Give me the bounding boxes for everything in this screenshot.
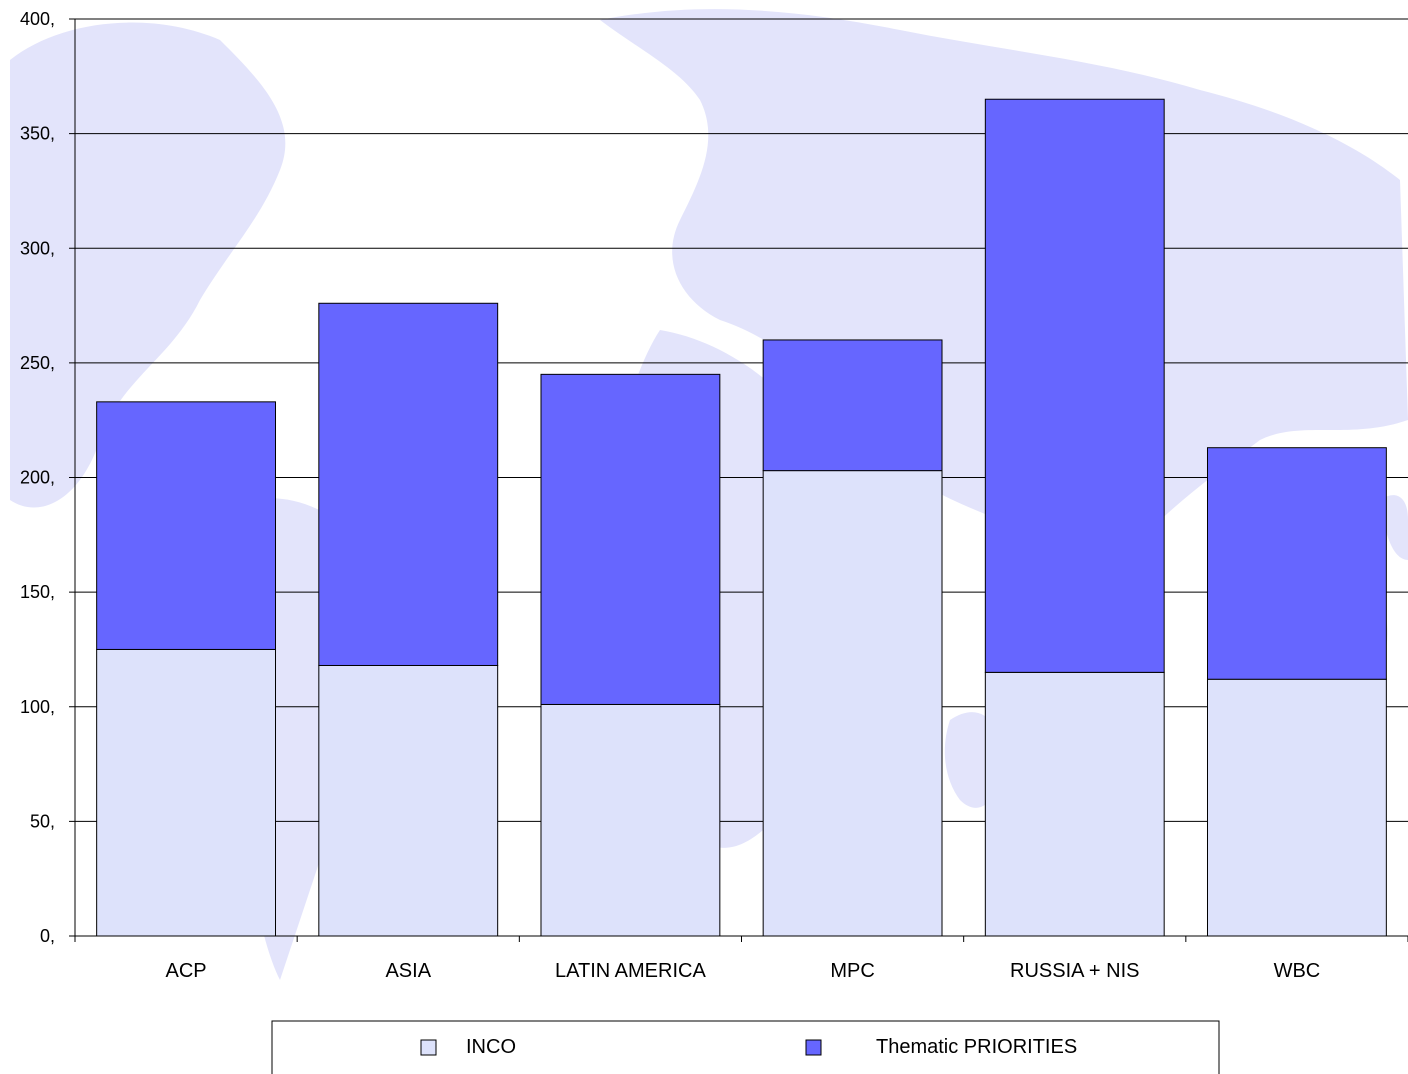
legend: INCO Thematic PRIORITIES (271, 1020, 1220, 1074)
bar-thematic-priorities (540, 373, 721, 705)
y-tick-label: 250, (20, 353, 55, 373)
gridlines (75, 18, 1408, 822)
y-tick-label: 100, (20, 697, 55, 717)
bar-inco (1206, 678, 1387, 937)
bar-thematic-priorities (96, 401, 277, 650)
bar-thematic-priorities (984, 98, 1165, 673)
x-category-label: MPC (830, 960, 874, 982)
bar-inco (96, 648, 277, 937)
x-category-label: ACP (166, 960, 207, 982)
legend-label-inco: INCO (466, 1036, 516, 1058)
y-tick-label: 50, (30, 811, 55, 831)
y-tick-label: 350, (20, 124, 55, 144)
bar-inco (540, 703, 721, 937)
y-tick-label: 150, (20, 582, 55, 602)
bar-thematic-priorities (1206, 447, 1387, 680)
y-tick-label: 0, (40, 926, 55, 946)
y-tick-label: 200, (20, 468, 55, 488)
bar-inco (762, 470, 943, 937)
bars (96, 98, 1387, 937)
legend-label-thematic-priorities: Thematic PRIORITIES (876, 1036, 1077, 1058)
axes: 0, 50, 100, 150, 200, 250, 300, 350, 400, ACP ASIA… (20, 9, 1408, 982)
x-category-label: WBC (1274, 960, 1321, 982)
bar-thematic-priorities (762, 339, 943, 472)
x-category-label: LATIN AMERICA (555, 960, 706, 982)
legend-swatch-thematic-priorities (805, 1039, 822, 1056)
bar-thematic-priorities (318, 302, 499, 666)
y-tick-label: 300, (20, 238, 55, 258)
legend-swatch-inco (420, 1039, 437, 1056)
x-category-label: ASIA (385, 960, 431, 982)
y-tick-label: 400, (20, 9, 55, 29)
bar-inco (984, 671, 1165, 937)
x-category-label: RUSSIA + NIS (1010, 960, 1140, 982)
bar-inco (318, 664, 499, 937)
